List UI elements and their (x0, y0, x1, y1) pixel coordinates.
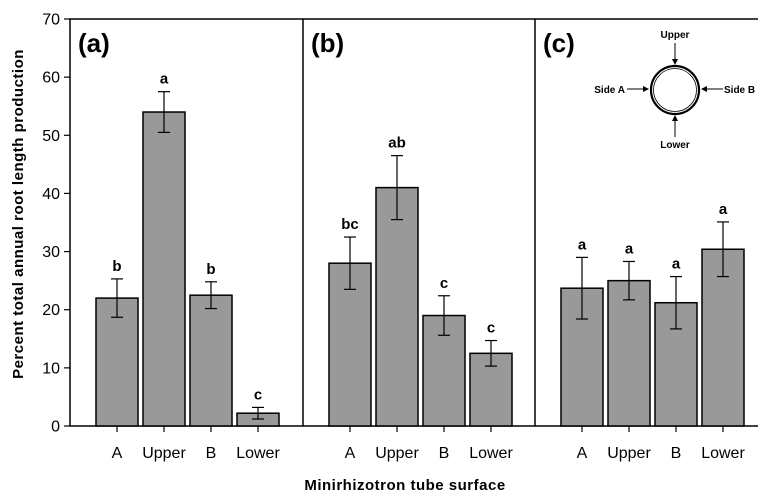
y-tick-label: 40 (42, 186, 60, 203)
x-tick-label: Lower (469, 445, 513, 462)
significance-letter: c (440, 275, 448, 292)
significance-letter: a (160, 71, 169, 88)
x-tick-label: Upper (375, 445, 419, 462)
panel: (a) b Aa Upper b Bc Lower (78, 28, 280, 462)
x-tick-label: Lower (236, 445, 280, 462)
inset-label-upper: Upper (661, 30, 690, 41)
panel-label: (c) (543, 28, 575, 58)
bar (189, 294, 233, 427)
bar (375, 186, 419, 427)
x-axis-title: Minirhizotron tube surface (304, 477, 505, 494)
x-tick-label: B (206, 445, 217, 462)
panel: (b) bc Aab Upper c Bc Lower (311, 28, 513, 462)
significance-letter: a (578, 236, 587, 253)
significance-letter: ab (388, 135, 406, 152)
x-tick-label: A (112, 445, 123, 462)
bar (701, 248, 745, 427)
x-tick-label: Lower (701, 445, 745, 462)
x-tick-label: A (577, 445, 588, 462)
inset-label-lower: Lower (660, 140, 690, 151)
tube-outline-inner (653, 68, 697, 112)
panels: (a) b Aa Upper b Bc Lower (b) bc Aab Upper c Bc Lower… (78, 28, 745, 462)
y-tick-label: 20 (42, 302, 60, 319)
x-tick-label: Upper (142, 445, 186, 462)
x-tick-label: B (439, 445, 450, 462)
y-axis-title: Percent total annual root length product… (10, 49, 27, 379)
panel-label: (b) (311, 28, 344, 58)
significance-letter: b (206, 261, 215, 278)
x-tick-label: B (671, 445, 682, 462)
panel: (c) a Aa Upper a Ba Lower (543, 28, 745, 462)
y-tick-label: 70 (42, 12, 60, 29)
x-tick-label: Upper (607, 445, 651, 462)
bar (95, 297, 139, 427)
arrowhead-side-b (701, 86, 707, 92)
arrowhead-side-a (643, 86, 649, 92)
significance-letter: a (672, 256, 681, 273)
arrowhead-lower (672, 115, 678, 121)
significance-letter: b (112, 258, 121, 275)
arrowhead-upper (672, 59, 678, 65)
y-tick-label: 60 (42, 70, 60, 87)
significance-letter: bc (341, 216, 359, 233)
inset-label-side-b: Side B (724, 85, 755, 96)
panel-label: (a) (78, 28, 110, 58)
x-tick-label: A (345, 445, 356, 462)
significance-letter: c (254, 386, 262, 403)
bar (607, 279, 651, 427)
y-tick-label: 30 (42, 244, 60, 261)
y-tick-label: 10 (42, 360, 60, 377)
significance-letter: a (719, 201, 728, 218)
bar (142, 111, 186, 427)
y-tick-label: 0 (51, 419, 60, 436)
significance-letter: c (487, 320, 495, 337)
inset-label-side-a: Side A (594, 85, 625, 96)
tube-orientation-inset: Upper Lower Side A Side B (594, 30, 755, 151)
y-tick-label: 50 (42, 128, 60, 145)
tube-outline-outer (649, 64, 701, 116)
significance-letter: a (625, 240, 634, 257)
